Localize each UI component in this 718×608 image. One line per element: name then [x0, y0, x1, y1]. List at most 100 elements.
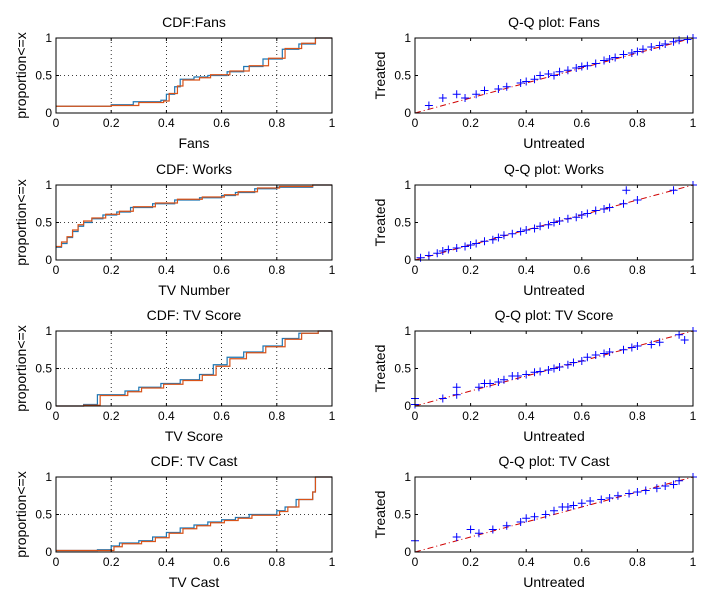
- x-tick-label: 0.6: [213, 263, 230, 277]
- qq-point: [472, 90, 481, 99]
- qq-point: [600, 56, 609, 65]
- x-tick-label: 0: [412, 116, 419, 130]
- x-tick-label: 0.8: [629, 116, 646, 130]
- x-tick-label: 0: [53, 116, 60, 130]
- plot-area: [56, 185, 332, 260]
- y-tick-label: 1: [45, 31, 52, 45]
- qq-point: [627, 49, 636, 57]
- x-tick-label: 0.6: [573, 409, 590, 423]
- qq-point: [466, 525, 475, 534]
- cdf-tv-cast-chart: 0 0.2 0.4 0.6 0.8 1 0 0.5 1 CDF: TV Cast TV Cast pr…: [13, 453, 336, 590]
- qq-point: [488, 235, 497, 244]
- qq-point: [563, 360, 572, 369]
- x-tick-label: 0.4: [518, 409, 535, 423]
- y-axis-label: proportion<=x: [13, 325, 29, 411]
- qq-point: [605, 348, 614, 356]
- x-tick-label: 0.4: [158, 116, 175, 130]
- qq-point: [633, 47, 642, 56]
- qq-point: [433, 249, 442, 258]
- x-tick-label: 1: [690, 116, 697, 130]
- qq-point: [474, 383, 483, 392]
- qq-point: [516, 79, 525, 87]
- qq-point: [633, 342, 642, 350]
- y-axis-label: proportion<=x: [13, 179, 29, 265]
- qq-point: [683, 35, 692, 44]
- qq-point: [652, 484, 661, 493]
- qq-point: [499, 231, 508, 240]
- x-tick-label: 0.4: [158, 263, 175, 277]
- qq-tv-cast-chart: 0 0.2 0.4 0.6 0.8 1 0 0.5 1 Q-Q plot: TV Cast Untr…: [372, 453, 697, 590]
- x-axis-label: Untreated: [523, 282, 584, 298]
- qq-point: [619, 199, 628, 208]
- qq-point: [680, 336, 689, 344]
- x-tick-label: 1: [690, 409, 697, 423]
- qq-point: [633, 196, 642, 204]
- qq-point: [638, 45, 647, 54]
- qq-point: [647, 340, 656, 349]
- qq-point: [444, 245, 453, 254]
- qq-point: [655, 41, 664, 50]
- qq-point: [522, 514, 531, 523]
- qq-point: [502, 82, 511, 91]
- y-axis-label: proportion<=x: [13, 32, 29, 118]
- qq-point: [569, 358, 578, 367]
- x-tick-label: 0.8: [629, 409, 646, 423]
- qq-point: [452, 390, 461, 399]
- qq-point: [522, 370, 531, 379]
- qq-point: [605, 55, 614, 63]
- qq-point: [577, 62, 586, 71]
- qq-point: [438, 394, 447, 403]
- qq-point: [494, 233, 503, 242]
- x-tick-label: 0.4: [518, 555, 535, 569]
- qq-point: [530, 368, 539, 377]
- qq-point: [572, 213, 581, 222]
- x-tick-label: 0.8: [268, 116, 285, 130]
- x-tick-label: 0.6: [573, 116, 590, 130]
- qq-point: [591, 59, 600, 68]
- qq-point: [474, 529, 483, 538]
- qq-point: [675, 476, 684, 485]
- y-tick-label: 0.5: [35, 69, 52, 83]
- qq-point: [438, 94, 447, 102]
- x-axis-label: TV Number: [158, 282, 230, 298]
- y-axis-label: Treated: [372, 345, 388, 393]
- qq-point: [622, 186, 631, 195]
- qq-point: [461, 242, 470, 251]
- qq-point: [675, 330, 684, 339]
- x-tick-label: 0.6: [213, 409, 230, 423]
- qq-point: [438, 247, 447, 255]
- cdf-series-line-1: [56, 184, 332, 248]
- qq-point: [586, 497, 595, 505]
- x-tick-label: 1: [690, 263, 697, 277]
- x-tick-label: 0.2: [103, 263, 120, 277]
- qq-point: [572, 64, 581, 72]
- plot-area: [56, 38, 332, 113]
- grid: [56, 477, 332, 552]
- x-tick-label: 1: [690, 555, 697, 569]
- qq-points: [411, 473, 697, 545]
- qq-point: [480, 86, 489, 95]
- qq-point: [555, 363, 564, 371]
- chart-title: Q-Q plot: TV Cast: [499, 453, 610, 469]
- qq-point: [669, 480, 678, 489]
- qq-point: [424, 251, 433, 260]
- y-tick-label: 0.5: [35, 362, 52, 376]
- chart-title: CDF: Works: [156, 161, 232, 177]
- y-tick-label: 0: [404, 545, 411, 559]
- x-tick-label: 0.2: [462, 116, 479, 130]
- qq-point: [591, 206, 600, 215]
- qq-point: [661, 40, 670, 48]
- qq-point: [499, 375, 508, 384]
- x-axis-label: Untreated: [523, 574, 584, 590]
- qq-point: [647, 43, 656, 51]
- y-tick-label: 1: [404, 31, 411, 45]
- qq-point: [530, 224, 539, 233]
- grid: [56, 38, 332, 113]
- plot-area: [56, 331, 332, 406]
- qq-point: [619, 345, 628, 354]
- cdf-works-chart: 0 0.2 0.4 0.6 0.8 1 0 0.5 1 CDF: Works TV Number pr…: [13, 161, 336, 298]
- x-tick-label: 0.4: [518, 263, 535, 277]
- x-tick-label: 0: [53, 263, 60, 277]
- x-tick-label: 0.2: [103, 116, 120, 130]
- cdf-tv-score-chart: 0 0.2 0.4 0.6 0.8 1 0 0.5 1 CDF: TV Score TV Score…: [13, 307, 336, 444]
